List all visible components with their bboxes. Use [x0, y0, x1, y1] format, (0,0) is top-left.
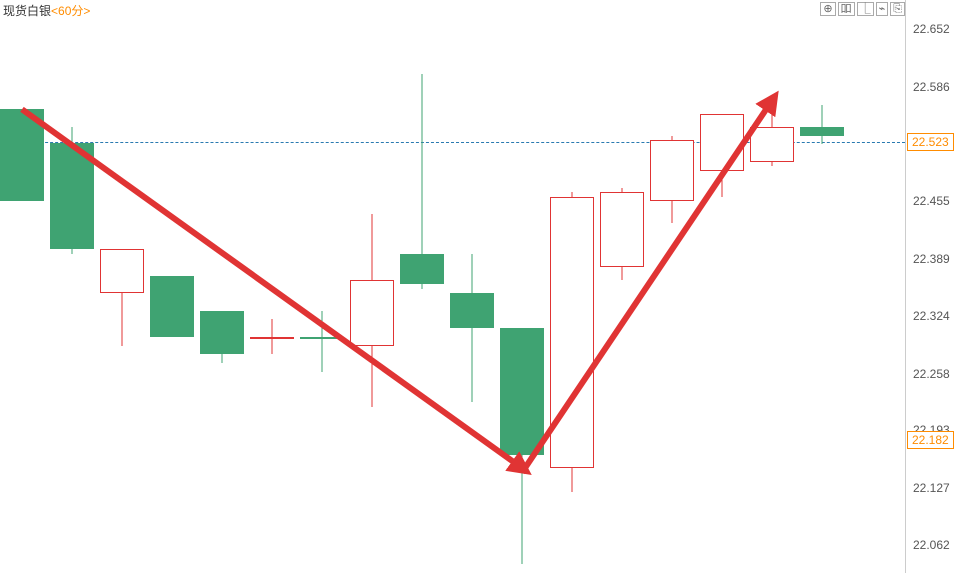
- candle-body: [250, 337, 294, 339]
- candle-wick: [322, 311, 323, 372]
- timeframe-label: <60分>: [51, 4, 90, 18]
- candle[interactable]: [700, 0, 744, 573]
- candle-body: [600, 192, 644, 266]
- candle-body: [300, 337, 344, 339]
- candle[interactable]: [0, 0, 44, 573]
- candle[interactable]: [500, 0, 544, 573]
- candle-body: [650, 140, 694, 201]
- tool-icon-1[interactable]: ⊕: [820, 2, 835, 16]
- candle-body: [750, 127, 794, 162]
- candle-body: [200, 311, 244, 355]
- candle[interactable]: [100, 0, 144, 573]
- chart-container: 现货白银<60分> ⊕ 吅 ⎿ ⌁ ⎘ 22.65222.58622.52122…: [0, 0, 961, 573]
- candle-body: [0, 109, 44, 201]
- candle[interactable]: [400, 0, 444, 573]
- price-label: 22.182: [907, 431, 954, 449]
- candle[interactable]: [350, 0, 394, 573]
- candle-body: [100, 249, 144, 293]
- candle[interactable]: [450, 0, 494, 573]
- candle-body: [150, 276, 194, 337]
- candle[interactable]: [650, 0, 694, 573]
- candle-body: [500, 328, 544, 455]
- tool-icon-3[interactable]: ⎿: [857, 2, 874, 16]
- tool-icon-2[interactable]: 吅: [838, 2, 855, 16]
- candle[interactable]: [550, 0, 594, 573]
- plot-area[interactable]: [0, 0, 906, 573]
- candle-body: [350, 280, 394, 346]
- y-axis: 22.65222.58622.52122.45522.38922.32422.2…: [907, 0, 961, 573]
- tool-icon-4[interactable]: ⌁: [876, 2, 889, 16]
- candle[interactable]: [150, 0, 194, 573]
- y-tick: 22.389: [913, 252, 950, 266]
- y-tick: 22.324: [913, 309, 950, 323]
- instrument-name: 现货白银: [3, 4, 51, 18]
- candle[interactable]: [750, 0, 794, 573]
- candle[interactable]: [800, 0, 844, 573]
- candle-body: [800, 127, 844, 136]
- y-tick: 22.258: [913, 367, 950, 381]
- candle-wick: [472, 254, 473, 403]
- candle-body: [450, 293, 494, 328]
- chart-title: 现货白银<60分>: [3, 2, 90, 19]
- candle[interactable]: [50, 0, 94, 573]
- y-tick: 22.062: [913, 538, 950, 552]
- candle[interactable]: [600, 0, 644, 573]
- candle-body: [400, 254, 444, 285]
- candle-wick: [822, 105, 823, 144]
- y-tick: 22.586: [913, 80, 950, 94]
- candle-body: [700, 114, 744, 171]
- candle[interactable]: [200, 0, 244, 573]
- candle-body: [550, 197, 594, 468]
- candle-body: [50, 143, 94, 249]
- y-tick: 22.652: [913, 22, 950, 36]
- y-tick: 22.455: [913, 194, 950, 208]
- candle[interactable]: [250, 0, 294, 573]
- chart-toolbar: ⊕ 吅 ⎿ ⌁ ⎘: [820, 2, 905, 16]
- tool-icon-5[interactable]: ⎘: [890, 2, 905, 16]
- price-label: 22.523: [907, 133, 954, 151]
- candle[interactable]: [300, 0, 344, 573]
- y-tick: 22.127: [913, 481, 950, 495]
